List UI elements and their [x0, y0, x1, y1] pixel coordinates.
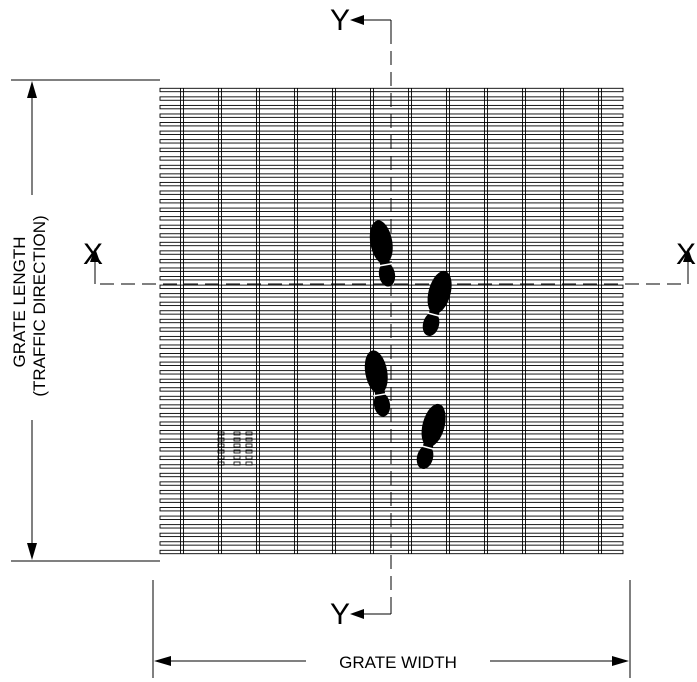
bearing-bar	[159, 233, 624, 238]
grate-width-label: GRATE WIDTH	[339, 653, 457, 672]
footprint-icon	[416, 403, 446, 469]
section-arrow-x-left: X	[83, 238, 103, 284]
bearing-bar	[159, 190, 624, 195]
bearing-bar	[159, 549, 624, 555]
grate-length-label: GRATE LENGTH	[10, 237, 29, 368]
section-label-y-bottom: Y	[330, 598, 350, 631]
bearing-bar	[159, 464, 624, 469]
section-arrow-x-right: X	[676, 238, 696, 284]
section-label-x-left: X	[83, 238, 103, 271]
bearing-bar	[159, 318, 624, 324]
footprint-icon	[364, 350, 391, 417]
section-label-y-top: Y	[330, 4, 350, 37]
bearing-bar	[159, 421, 624, 426]
grate-marking	[217, 431, 253, 466]
bearing-bar	[159, 361, 624, 366]
bearing-bar	[159, 130, 624, 135]
bearing-bar	[159, 173, 624, 178]
bearing-bar	[159, 404, 624, 409]
footprint-icon	[369, 220, 396, 287]
footprints	[364, 220, 452, 469]
section-label-x-right: X	[676, 238, 696, 271]
footprint-icon	[422, 270, 452, 336]
section-arrow-y-bottom: Y	[330, 598, 392, 631]
bearing-bar	[159, 507, 624, 512]
grate-panel	[159, 87, 624, 555]
grate-length-dimension: GRATE LENGTH (TRAFFIC DIRECTION)	[10, 79, 160, 562]
grate-width-dimension: GRATE WIDTH	[152, 580, 631, 678]
traffic-direction-label: (TRAFFIC DIRECTION)	[30, 215, 49, 396]
bearing-bar	[159, 87, 624, 93]
section-arrow-y-top: Y	[330, 4, 392, 37]
